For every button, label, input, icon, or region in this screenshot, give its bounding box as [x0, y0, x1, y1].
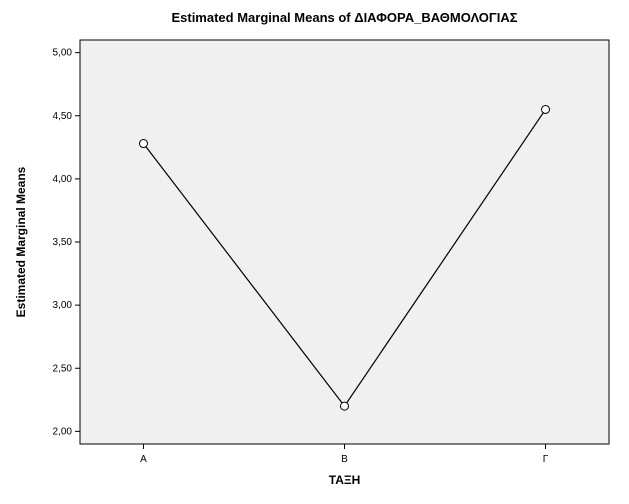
- x-tick-label: Α: [140, 454, 147, 465]
- y-tick-label: 4,50: [53, 111, 73, 122]
- y-tick-label: 3,50: [53, 237, 73, 248]
- x-axis-label: ΤΑΞΗ: [329, 473, 361, 487]
- y-tick-label: 2,50: [53, 363, 73, 374]
- data-marker: [341, 402, 349, 410]
- data-marker: [139, 140, 147, 148]
- chart-title: Estimated Marginal Means of ΔΙΑΦΟΡΑ_ΒΑΘΜ…: [171, 10, 517, 25]
- y-tick-label: 2,00: [53, 426, 73, 437]
- y-tick-label: 3,00: [53, 300, 73, 311]
- y-tick-label: 4,00: [53, 174, 73, 185]
- plot-area: [80, 40, 609, 444]
- data-marker: [542, 105, 550, 113]
- chart-svg: Estimated Marginal Means of ΔΙΑΦΟΡΑ_ΒΑΘΜ…: [0, 0, 629, 504]
- chart-container: Estimated Marginal Means of ΔΙΑΦΟΡΑ_ΒΑΘΜ…: [0, 0, 629, 504]
- y-axis-label: Estimated Marginal Means: [14, 166, 28, 317]
- x-tick-label: Γ: [543, 454, 549, 465]
- y-tick-label: 5,00: [53, 48, 73, 59]
- x-tick-label: Β: [341, 454, 348, 465]
